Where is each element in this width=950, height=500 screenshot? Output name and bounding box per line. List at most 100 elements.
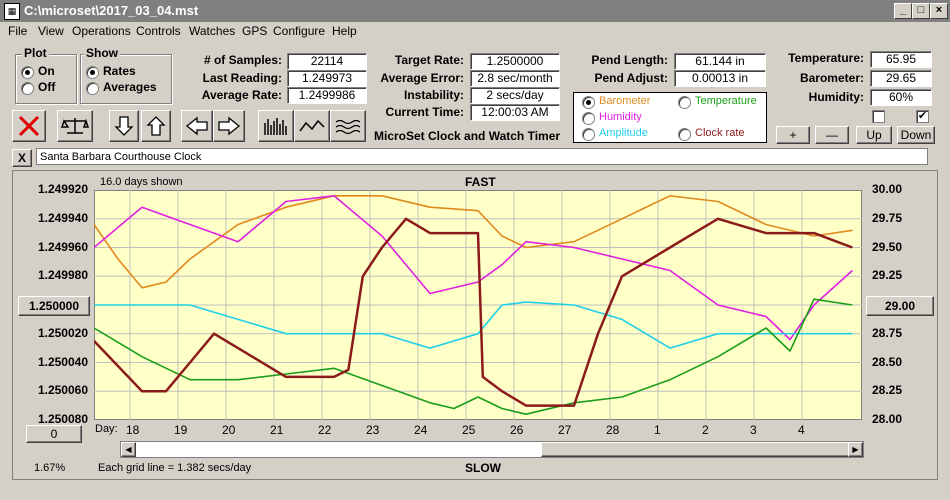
temperature-label: Temperature: (788, 51, 864, 65)
target-rate-label: Target Rate: (394, 53, 464, 67)
menu-watches[interactable]: Watches (189, 24, 236, 38)
title-bar: ▦ C:\microset\2017_03_04.mst _ □ × (0, 0, 950, 22)
balance-button[interactable] (57, 110, 93, 142)
samples-field: 22114 (287, 53, 367, 70)
plot-on-label: On (38, 64, 55, 78)
arrow-right-button[interactable] (213, 110, 245, 142)
bar-graph-button[interactable] (258, 110, 294, 142)
time-scrollbar[interactable]: ◀ ▶ (120, 441, 864, 458)
temperature-field: 65.95 (870, 51, 932, 68)
instability-field: 2 secs/day (470, 87, 560, 104)
clear-button[interactable]: X (12, 149, 32, 167)
menu-file[interactable]: File (8, 24, 28, 38)
barometer-radio[interactable] (582, 96, 595, 109)
option-checkbox-2[interactable]: ✔ (916, 110, 929, 123)
wave-icon (299, 119, 325, 132)
arrow-down-button[interactable] (109, 110, 139, 142)
scroll-right-icon[interactable]: ▶ (848, 442, 863, 457)
left-tick-label: 1.250040 (37, 354, 88, 369)
right-tick-label: 30.00 (872, 182, 903, 196)
multi-wave-button[interactable] (330, 110, 366, 142)
temperature-option: Temperature (695, 95, 757, 107)
right-tick-label: 28.00 (872, 412, 903, 426)
arrow-up-icon (146, 116, 166, 136)
series-amplitude (94, 301, 853, 349)
temperature-radio[interactable] (678, 96, 691, 109)
minimize-icon[interactable]: _ (894, 3, 912, 19)
day-tick-label: 28 (606, 423, 620, 437)
plot-group (15, 54, 77, 104)
day-prefix-label: Day: (95, 423, 118, 435)
menu-help[interactable]: Help (332, 24, 357, 38)
calc-icon[interactable]: ▦ (4, 3, 20, 20)
option-checkbox-1[interactable] (872, 110, 885, 123)
clock-rate-radio[interactable] (678, 128, 691, 141)
right-tick-label: 28.75 (872, 325, 903, 340)
pend-adjust-field: 0.00013 in (674, 70, 766, 87)
plus-button[interactable]: + (776, 126, 810, 144)
series-humidity (94, 195, 853, 341)
pend-adjust-label: Pend Adjust: (594, 71, 668, 85)
instability-label: Instability: (403, 88, 464, 102)
sensor-select-group (573, 92, 767, 143)
left-tick-label: 1.249940 (37, 210, 88, 225)
arrow-left-button[interactable] (181, 110, 213, 142)
close-icon[interactable]: × (930, 3, 948, 19)
center-baro-button[interactable]: 29.00 (866, 296, 934, 316)
scroll-thumb[interactable] (541, 442, 850, 457)
current-time-field: 12:00:03 AM (470, 104, 560, 121)
day-tick-label: 27 (558, 423, 572, 437)
stop-button[interactable] (12, 110, 46, 142)
plot-off-label: Off (38, 80, 56, 94)
pend-length-field: 61.144 in (674, 53, 766, 70)
pend-length-label: Pend Length: (591, 53, 668, 67)
barometer-label: Barometer: (799, 71, 864, 85)
grid-note: Each grid line = 1.382 secs/day (98, 462, 252, 474)
plot-group-title: Plot (22, 46, 49, 60)
amplitude-radio[interactable] (582, 128, 595, 141)
left-tick-label: 1.250020 (37, 325, 88, 340)
window-title: C:\microset\2017_03_04.mst (24, 3, 199, 18)
up-button[interactable]: Up (856, 126, 892, 144)
left-tick-label: 1.249960 (37, 239, 88, 254)
menu-bar: File View Operations Controls Watches GP… (0, 22, 950, 40)
menu-operations[interactable]: Operations (72, 24, 131, 38)
plot-off-radio[interactable] (21, 82, 34, 95)
barometer-option: Barometer (599, 95, 651, 107)
plot-on-radio[interactable] (21, 66, 34, 79)
scroll-left-icon[interactable]: ◀ (121, 442, 136, 457)
left-tick-label: 1.250060 (37, 383, 88, 398)
show-rates-radio[interactable] (86, 66, 99, 79)
menu-configure[interactable]: Configure (273, 24, 326, 38)
day-tick-label: 24 (414, 423, 428, 437)
maximize-icon[interactable]: □ (912, 3, 930, 19)
humidity-radio[interactable] (582, 112, 595, 125)
right-tick-label: 29.50 (872, 239, 903, 254)
day-tick-label: 23 (366, 423, 380, 437)
menu-view[interactable]: View (38, 24, 64, 38)
arrow-right-icon (218, 116, 241, 136)
menu-gps[interactable]: GPS (242, 24, 268, 38)
left-tick-label: 1.250080 (37, 412, 88, 426)
wave-button[interactable] (294, 110, 330, 142)
minus-button[interactable]: — (815, 126, 849, 144)
right-tick-label: 29.25 (872, 268, 903, 283)
menu-controls[interactable]: Controls (136, 24, 181, 38)
multi-wave-icon (335, 119, 361, 135)
series-clock-rate (94, 217, 853, 407)
series-barometer (94, 195, 853, 289)
bar-graph-icon (264, 118, 287, 135)
average-error-label: Average Error: (380, 71, 464, 85)
show-averages-radio[interactable] (86, 82, 99, 95)
zero-button[interactable]: 0 (26, 425, 82, 443)
arrow-up-button[interactable] (141, 110, 171, 142)
percent-label: 1.67% (34, 462, 66, 474)
left-tick-label: 1.249920 (37, 182, 88, 196)
down-button[interactable]: Down (897, 126, 935, 144)
series-temperature (94, 298, 853, 415)
center-rate-button[interactable]: 1.250000 (18, 296, 90, 316)
clock-name-field[interactable]: Santa Barbara Courthouse Clock (36, 148, 928, 165)
samples-label: # of Samples: (203, 53, 282, 67)
day-tick-label: 20 (222, 423, 236, 437)
day-tick-label: 22 (318, 423, 332, 437)
